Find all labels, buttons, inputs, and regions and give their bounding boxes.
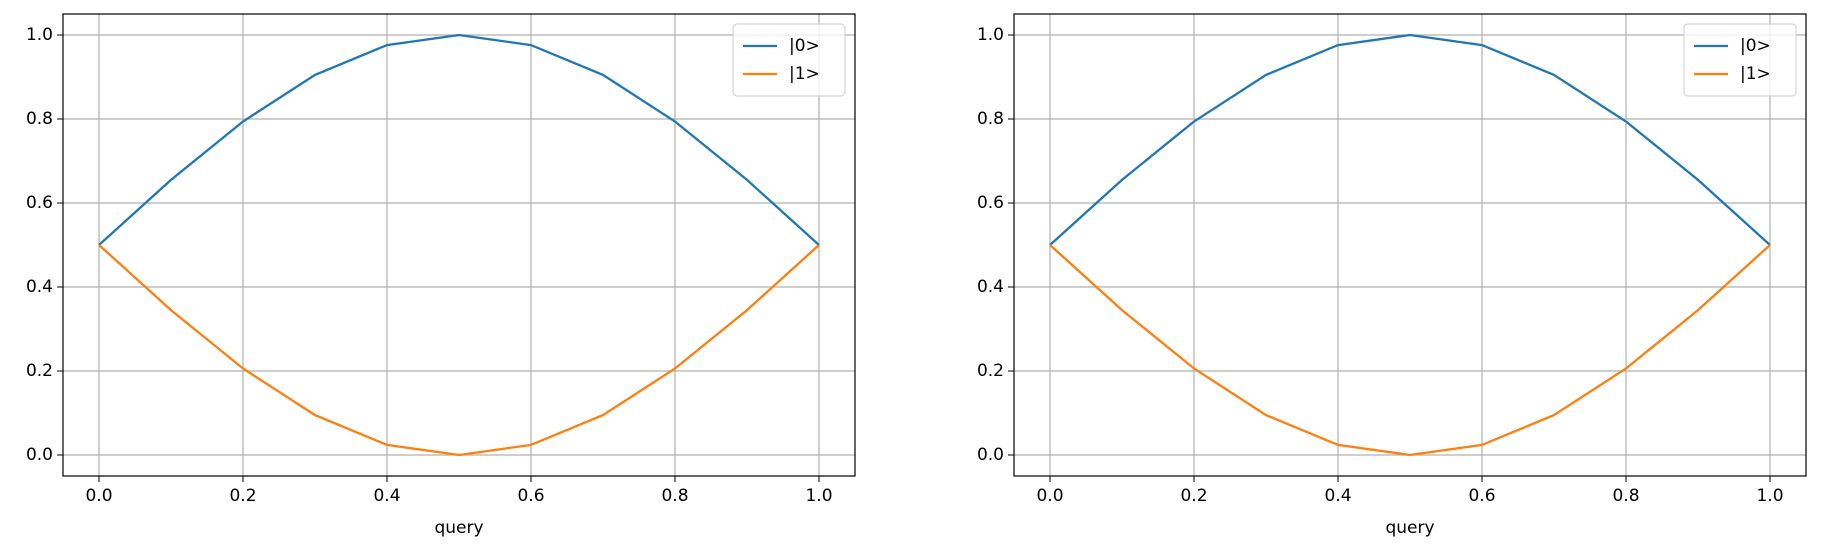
series-line [1049,244,1771,457]
x-tick-label: 0.6 [517,486,544,506]
legend-frame [1683,23,1797,97]
x-tick-label: 0.4 [373,486,400,506]
series-line [98,244,820,457]
y-tick-label: 0.4 [977,277,1004,297]
chart: 0.0 0.2 0.4 0.6 0.8 1.0 0.0 0.2 0.4 0.6 0.8 1.0 quer… [977,13,1807,538]
y-tick-label: 0.2 [977,361,1004,381]
series-line [98,33,820,246]
legend-label: |1> [789,64,820,84]
x-tick-label: 0.6 [1468,486,1495,506]
legend: |0>|1> [1683,23,1797,97]
series-line [1049,33,1771,246]
x-tick-label: 0.2 [229,486,256,506]
y-tick-label: 0.0 [977,445,1004,465]
x-tick-label: 1.0 [1756,486,1783,506]
plot-frame [62,13,856,477]
x-axis-label: query [1385,518,1434,538]
legend: |0>|1> [732,23,846,97]
legend-label: |0> [1740,36,1771,56]
y-tick-label: 1.0 [26,25,53,45]
chart: 0.0 0.2 0.4 0.6 0.8 1.0 0.0 0.2 0.4 0.6 0.8 1.0 quer… [26,13,856,538]
y-tick-label: 0.8 [977,109,1004,129]
legend-label: |1> [1740,64,1771,84]
y-tick-label: 0.4 [26,277,53,297]
y-tick-label: 0.0 [26,445,53,465]
x-tick-label: 0.2 [1180,486,1207,506]
x-tick-label: 0.0 [1036,486,1063,506]
legend-label: |0> [789,36,820,56]
x-tick-label: 0.8 [661,486,688,506]
x-axis-label: query [434,518,483,538]
y-tick-label: 0.6 [26,193,53,213]
x-tick-label: 0.8 [1612,486,1639,506]
y-tick-label: 0.8 [26,109,53,129]
legend-frame [732,23,846,97]
x-tick-label: 0.0 [85,486,112,506]
y-tick-label: 0.6 [977,193,1004,213]
x-tick-label: 0.4 [1324,486,1351,506]
x-tick-label: 1.0 [805,486,832,506]
y-tick-label: 1.0 [977,25,1004,45]
plot-frame [1013,13,1807,477]
y-tick-label: 0.2 [26,361,53,381]
